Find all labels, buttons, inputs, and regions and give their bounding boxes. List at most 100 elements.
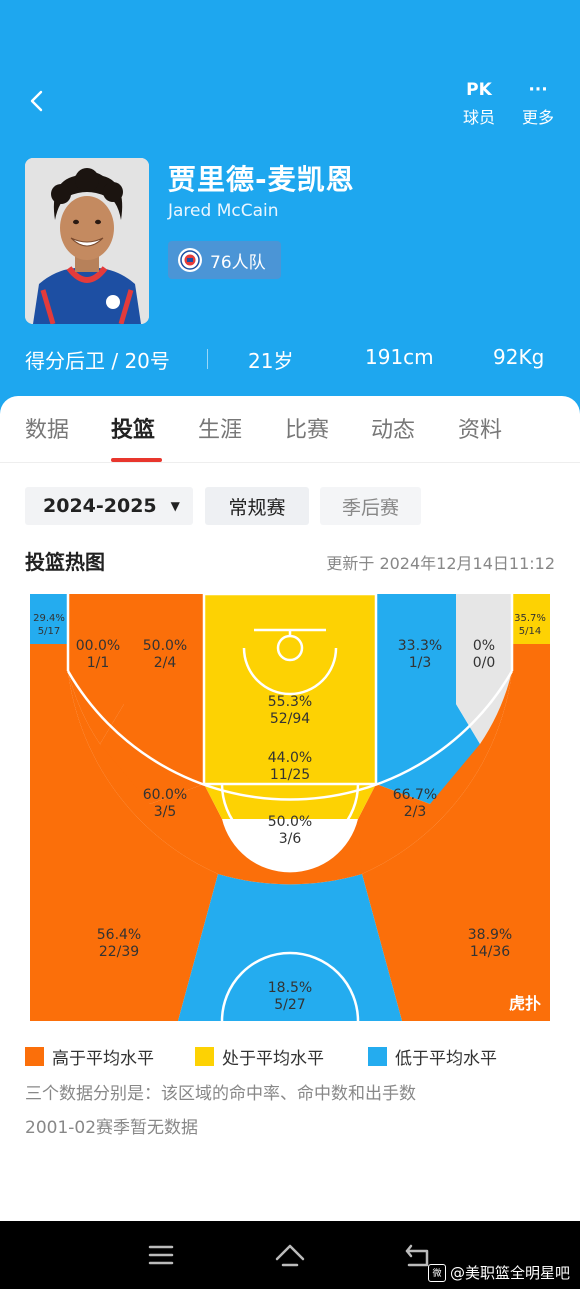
player-name-en: Jared McCain [168,201,279,221]
zone-labels: 29.4%5/1700.0%1/150.0%2/455.3%52/9433.3%… [33,613,546,1013]
legend-swatch-above [25,1046,44,1066]
zone-label-right-short-mid-made-att: 1/3 [409,655,432,671]
zone-label-top-three-pct: 18.5% [268,980,312,996]
zone-label-left-short-mid-made-att: 2/4 [154,655,177,671]
team-logo-icon [178,248,202,272]
zone-label-right-baseline-mid-made-att: 0/0 [473,655,496,671]
home-icon[interactable] [274,1241,306,1269]
zone-left-corner-three[interactable] [30,594,68,644]
season-value: 2024-2025 [43,495,157,517]
tab-shooting[interactable]: 投篮 [111,418,156,443]
court-lines [66,592,514,1022]
team-badge[interactable]: 76人队 [168,241,281,279]
heatmap-title: 投篮热图 [25,550,105,574]
zone-label-right-elbow-mid-made-att: 2/3 [404,804,427,820]
hupu-logo: 虎扑 [509,994,541,1013]
zone-left-baseline-mid[interactable] [68,594,124,744]
player-name-cn: 贾里德-麦凯恩 [168,163,355,196]
player-age: 21岁 [248,349,294,373]
tab-career[interactable]: 生涯 [198,418,243,443]
zone-label-left-elbow-mid-pct: 60.0% [143,787,187,803]
zone-right-corner-three[interactable] [512,594,550,644]
zone-label-paint-made-att: 11/25 [270,767,310,783]
more-button[interactable]: ··· 更多 [513,78,563,128]
chevron-left-icon [30,90,43,112]
pk-label: 球员 [462,108,495,127]
more-icon: ··· [528,80,548,100]
player-weight: 92Kg [493,345,545,369]
tab-profile[interactable]: 资料 [458,418,503,443]
tab-data[interactable]: 数据 [25,418,70,443]
caret-down-icon: ▼ [170,499,180,513]
system-navbar [0,1221,580,1289]
zone-label-right-wing-three-made-att: 14/36 [470,944,510,960]
pk-button[interactable]: PK 球员 [454,78,504,128]
season-select[interactable]: 2024-2025 ▼ [25,487,193,525]
back-nav-icon[interactable] [403,1241,435,1269]
court-svg: 29.4%5/1700.0%1/150.0%2/455.3%52/9433.3%… [30,592,550,1022]
zone-label-top-three-made-att: 5/27 [274,997,305,1013]
zone-right-baseline-mid[interactable] [456,594,512,744]
zone-label-left-baseline-mid-made-att: 1/1 [87,655,110,671]
zone-label-paint-pct: 44.0% [268,750,312,766]
zone-top-key-mid[interactable] [218,819,362,885]
menu-icon[interactable] [147,1243,175,1267]
pk-icon: PK [466,80,492,100]
zone-label-right-short-mid-pct: 33.3% [398,638,442,654]
zone-label-left-short-mid-pct: 50.0% [143,638,187,654]
weibo-icon: 微 [427,1263,446,1282]
tab-bar: 数据 投篮 生涯 比赛 动态 资料 [0,396,580,463]
player-header: PK 球员 ··· 更多 [0,0,580,420]
team-name: 76人队 [210,252,266,273]
player-photo [25,158,149,324]
zone-label-right-elbow-mid-pct: 66.7% [393,787,437,803]
legend-average: 处于平均水平 [195,1046,324,1069]
zone-left-wing-three[interactable] [30,594,218,1021]
zone-label-restricted-area-made-att: 52/94 [270,711,310,727]
zone-label-left-wing-three-made-att: 22/39 [99,944,139,960]
legend-label-average: 处于平均水平 [222,1048,324,1069]
watermark: 微 @美职篮全明星吧 [427,1262,570,1283]
zone-label-right-wing-three-pct: 38.9% [468,927,512,943]
no-data-note: 2001-02赛季暂无数据 [25,1118,199,1138]
watermark-text: @美职篮全明星吧 [449,1264,570,1282]
zone-label-restricted-area-pct: 55.3% [268,694,312,710]
content-panel: 数据 投篮 生涯 比赛 动态 资料 2024-2025 ▼ 常规赛 季后赛 投篮… [0,396,580,1226]
player-avatar [25,158,149,324]
zone-right-elbow-mid[interactable] [320,671,512,879]
zone-right-wing-three[interactable] [362,594,550,1021]
tab-games[interactable]: 比赛 [285,418,330,443]
legend-label-above: 高于平均水平 [52,1048,154,1069]
zone-label-right-corner-three-pct: 35.7% [514,613,546,624]
zone-label-left-baseline-mid-pct: 00.0% [76,638,120,654]
legend-swatch-below [368,1046,387,1066]
back-button[interactable] [22,86,52,116]
legend-above: 高于平均水平 [25,1046,154,1069]
zone-label-top-key-mid-pct: 50.0% [268,814,312,830]
zone-label-right-baseline-mid-pct: 0% [473,638,495,654]
tab-news[interactable]: 动态 [371,418,416,443]
zone-label-top-key-mid-made-att: 3/6 [279,831,302,847]
zone-label-left-elbow-mid-made-att: 3/5 [154,804,177,820]
legend-below: 低于平均水平 [368,1046,497,1069]
playoffs-chip[interactable]: 季后赛 [320,487,421,525]
legend-label-below: 低于平均水平 [395,1048,497,1069]
zone-left-elbow-mid[interactable] [68,671,260,879]
player-height: 191cm [365,345,434,369]
zone-label-left-corner-three-pct: 29.4% [33,613,65,624]
active-tab-indicator [111,458,162,462]
update-time: 更新于 2024年12月14日11:12 [326,554,555,573]
zone-label-right-corner-three-made-att: 5/14 [519,626,541,637]
heatmap-note: 三个数据分别是：该区域的命中率、命中数和出手数 [25,1084,416,1104]
regular-season-chip[interactable]: 常规赛 [205,487,309,525]
shot-heatmap: 29.4% 5/17 00.0% 1/1 50.0% 2/4 55.3% 52/94 33.3%… [30,592,550,1022]
position-number: 得分后卫 / 20号 [25,349,170,373]
info-divider [207,349,208,369]
more-label: 更多 [521,108,554,127]
zone-left-short-mid[interactable] [100,594,204,804]
zone-label-left-wing-three-pct: 56.4% [97,927,141,943]
zone-label-left-corner-three-made-att: 5/17 [38,626,60,637]
zone-right-short-mid[interactable] [376,594,480,804]
legend-swatch-average [195,1046,214,1066]
